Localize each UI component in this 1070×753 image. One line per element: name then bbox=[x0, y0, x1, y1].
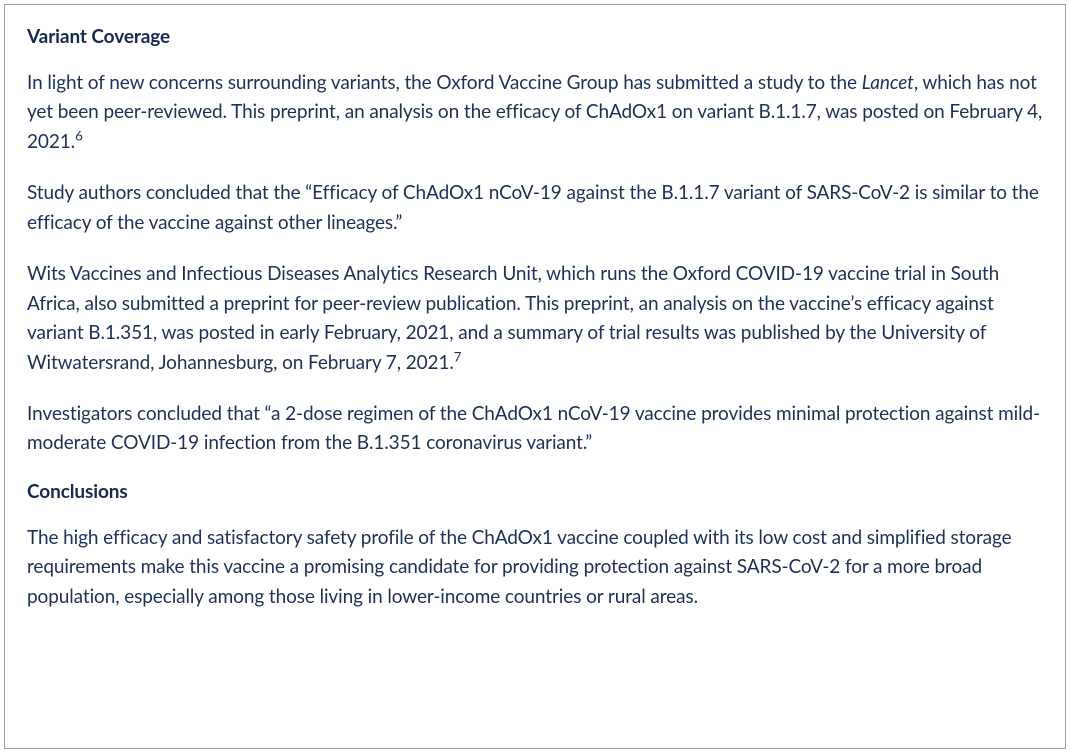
footnote-ref-6: 6 bbox=[75, 128, 83, 144]
document-frame: Variant Coverage In light of new concern… bbox=[4, 4, 1066, 749]
conclusions-paragraph-1: The high efficacy and satisfactory safet… bbox=[27, 523, 1043, 611]
variant-paragraph-3: Wits Vaccines and Infectious Diseases An… bbox=[27, 259, 1043, 377]
italic-journal-name: Lancet bbox=[862, 71, 914, 94]
variant-paragraph-2: Study authors concluded that the “Effica… bbox=[27, 178, 1043, 237]
variant-paragraph-4: Investigators concluded that “a 2-dose r… bbox=[27, 399, 1043, 458]
section-heading-conclusions: Conclusions bbox=[27, 480, 1043, 503]
text-run: In light of new concerns surrounding var… bbox=[27, 71, 862, 94]
section-heading-variant: Variant Coverage bbox=[27, 25, 1043, 48]
variant-paragraph-1: In light of new concerns surrounding var… bbox=[27, 68, 1043, 156]
text-run: Wits Vaccines and Infectious Diseases An… bbox=[27, 262, 999, 373]
footnote-ref-7: 7 bbox=[454, 348, 462, 364]
